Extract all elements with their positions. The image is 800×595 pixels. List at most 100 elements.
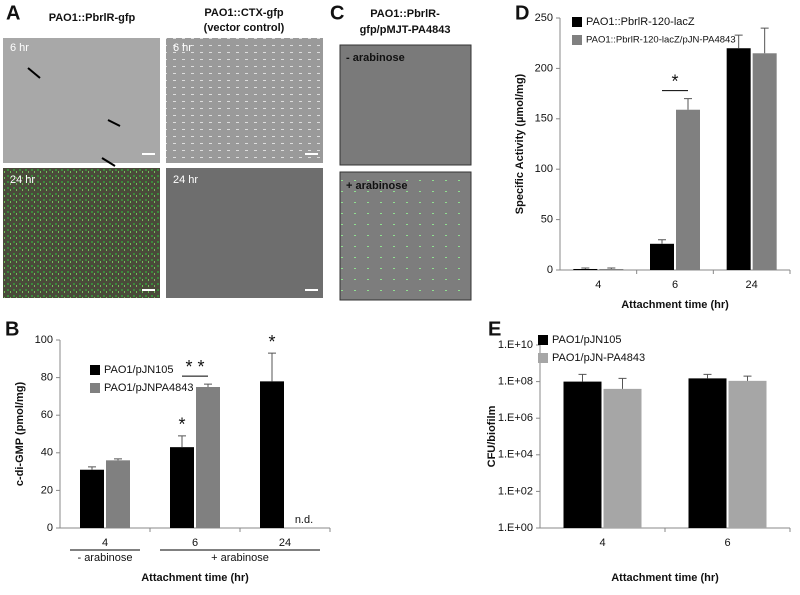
bar (80, 469, 104, 528)
image-label: 24 hr (10, 174, 35, 186)
y-tick-label: 20 (41, 484, 53, 496)
error-bar (743, 375, 752, 381)
error-bar (114, 458, 122, 461)
bar (752, 53, 777, 270)
column-title: PAO1::PbrlR-gfp (49, 12, 136, 24)
error-bar (703, 373, 712, 379)
y-tick-label: 100 (35, 334, 53, 346)
legend-swatch (90, 383, 100, 393)
error-bar (88, 466, 96, 470)
image-label: + arabinose (346, 180, 407, 192)
image-label: 6 hr (173, 42, 192, 54)
legend-swatch (538, 353, 548, 363)
bar (599, 268, 624, 270)
y-axis-title: Specific Activity (µmol/mg) (514, 73, 526, 214)
y-tick-label: 60 (41, 409, 53, 421)
scale-bars (142, 153, 318, 291)
y-tick-label: 100 (535, 163, 553, 175)
legend-label: PAO1::PbrlR-120-lacZ (586, 16, 695, 28)
column-title: (vector control) (204, 22, 285, 34)
error-bar (760, 27, 769, 54)
x-tick-label: 6 (192, 537, 198, 549)
x-tick-label: 4 (595, 279, 601, 291)
y-tick-label: 0 (47, 522, 53, 534)
x-axis-title: Attachment time (hr) (621, 299, 729, 311)
y-tick-label: 80 (41, 372, 53, 384)
error-bar (684, 98, 692, 110)
legend-label: PAO1/pJN105 (104, 364, 174, 376)
panel-letter: A (6, 2, 20, 24)
x-tick-label: 24 (279, 537, 291, 549)
bar (603, 388, 642, 528)
column-title: gfp/pMJT-PA4843 (360, 24, 451, 36)
y-tick-label: 150 (535, 113, 553, 125)
bar (650, 243, 674, 270)
y-axis-title: c-di-GMP (pmol/mg) (14, 382, 26, 487)
bar (196, 387, 220, 528)
x-tick-label: 24 (746, 279, 758, 291)
y-tick-label: 1.E+02 (498, 485, 533, 497)
legend-label: PAO1::PbrlR-120-lacZ/pJN-PA4843 (586, 35, 736, 46)
image-label: 6 hr (10, 42, 29, 54)
bar (260, 381, 284, 528)
micrograph (166, 38, 323, 163)
micrograph (339, 171, 472, 301)
legend-label: PAO1/pJN105 (552, 334, 622, 346)
error-bar (581, 267, 590, 269)
panel-letter: D (515, 2, 529, 24)
bar (106, 460, 130, 528)
error-bar (204, 383, 212, 387)
panel-letter: E (488, 318, 501, 340)
panel-letter: C (330, 2, 344, 24)
micrograph (3, 38, 160, 163)
image-label: - arabinose (346, 52, 405, 64)
legend-swatch (572, 35, 582, 45)
micrograph (3, 168, 160, 298)
bar (573, 268, 598, 270)
bar (688, 378, 727, 528)
error-bar (618, 377, 627, 389)
x-tick-label: 4 (102, 537, 108, 549)
x-axis-title: Attachment time (hr) (611, 572, 719, 584)
x-tick-label: 6 (724, 537, 730, 549)
error-bar (607, 267, 616, 269)
bar (170, 447, 194, 528)
y-tick-label: 200 (535, 62, 553, 74)
column-title: PAO1::PbrlR- (370, 8, 440, 20)
annotation: * (671, 71, 678, 91)
y-tick-label: 250 (535, 12, 553, 24)
error-bar (178, 435, 186, 448)
y-tick-label: 0 (547, 264, 553, 276)
y-tick-label: 1.E+04 (498, 449, 533, 461)
y-tick-label: 1.E+08 (498, 376, 533, 388)
x-axis-title: Attachment time (hr) (141, 572, 249, 584)
y-tick-label: 1.E+10 (498, 339, 533, 351)
annotation: * * (185, 357, 204, 377)
error-bar (658, 239, 666, 244)
legend-label: PAO1/pJNPA4843 (104, 382, 193, 394)
error-bar (734, 34, 743, 49)
x-tick-label: 4 (599, 537, 605, 549)
micrograph (166, 168, 323, 298)
error-bar (578, 373, 587, 382)
bar (728, 380, 767, 528)
y-tick-label: 40 (41, 447, 53, 459)
bar (563, 381, 602, 528)
bar (726, 48, 751, 270)
y-axis-title: CFU/biofilm (486, 405, 498, 467)
y-tick-label: 50 (541, 214, 553, 226)
column-title: PAO1::CTX-gfp (204, 7, 284, 19)
error-bar (268, 352, 276, 382)
annotation: * (268, 332, 275, 352)
legend-swatch (538, 335, 548, 345)
panel-letter: B (5, 318, 19, 340)
annotation: n.d. (295, 514, 313, 526)
y-tick-label: 1.E+06 (498, 412, 533, 424)
legend-label: PAO1/pJN-PA4843 (552, 352, 645, 364)
arrows (27, 67, 121, 167)
legend-swatch (90, 365, 100, 375)
bar (676, 109, 700, 270)
group-label: + arabinose (211, 552, 269, 564)
y-tick-label: 1.E+00 (498, 522, 533, 534)
